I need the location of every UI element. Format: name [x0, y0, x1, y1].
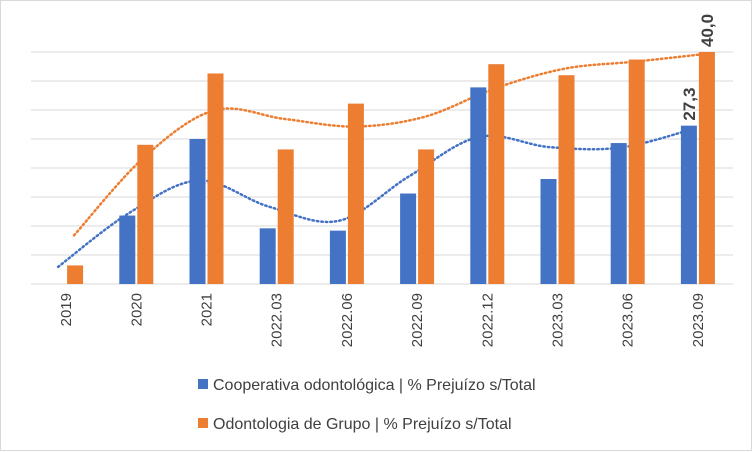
bar-odontologia-grupo-2021: [207, 73, 224, 285]
bar-odontologia-grupo-2023.09: [698, 52, 715, 284]
x-tick-label-2022.03: 2022.03: [269, 293, 286, 347]
x-tick-label-2019: 2019: [58, 293, 75, 326]
x-axis-tick-labels: 2019 2020 2021 2022.03 2022.06 2022.09 2022.12…: [58, 293, 707, 347]
x-tick-label-2022.12: 2022.12: [479, 293, 496, 347]
bar-cooperativa-2023.09: [680, 125, 697, 284]
data-label-odontologia-grupo-2023.09: 40,0: [698, 14, 717, 47]
bar-cooperativa-2022.12: [470, 87, 487, 284]
bar-cooperativa-2022.09: [400, 193, 417, 284]
x-tick-label-2021: 2021: [199, 293, 216, 326]
bar-cooperativa-2022.06: [329, 230, 346, 284]
bar-cooperativa-2023.06: [610, 143, 627, 284]
legend-entry-odontologia-grupo: Odontologia de Grupo | % Prejuízo s/Tota…: [198, 416, 512, 433]
bar-odontologia-grupo-2020: [137, 144, 154, 284]
bar-cooperativa-2021: [189, 139, 206, 284]
bar-odontologia-grupo-2022.09: [418, 149, 435, 284]
bar-odontologia-grupo-2022.06: [347, 103, 364, 285]
legend: Cooperativa odontológica | % Prejuízo s/…: [198, 377, 536, 433]
legend-swatch-cooperativa: [198, 379, 208, 389]
trendline-cooperativa: [56, 128, 692, 269]
bar-odontologia-grupo-2023.03: [558, 75, 575, 284]
bar-cooperativa-2023.03: [540, 179, 557, 284]
bar-odontologia-grupo-2022.03: [277, 149, 294, 284]
bar-odontologia-grupo-2023.06: [628, 59, 645, 284]
x-tick-label-2023.06: 2023.06: [620, 293, 637, 347]
bar-odontologia-grupo-2022.12: [488, 64, 505, 285]
bar-odontologia-grupo-2019: [67, 265, 84, 284]
x-tick-label-2020: 2020: [128, 293, 145, 326]
legend-entry-cooperativa: Cooperativa odontológica | % Prejuízo s/…: [198, 377, 536, 394]
bars: [67, 52, 715, 285]
trendline-odontologia-grupo: [72, 52, 708, 237]
data-label-cooperativa-2023.09: 27,3: [680, 88, 699, 121]
bar-cooperativa-2020: [119, 215, 136, 284]
trendlines: [56, 52, 708, 269]
x-tick-label-2023.03: 2023.03: [550, 293, 567, 347]
legend-label-cooperativa: Cooperativa odontológica | % Prejuízo s/…: [213, 377, 536, 394]
bar-cooperativa-2022.03: [259, 228, 276, 284]
data-labels: 27,3 40,0: [680, 14, 717, 121]
x-tick-label-2023.09: 2023.09: [690, 293, 707, 347]
legend-label-odontologia-grupo: Odontologia de Grupo | % Prejuízo s/Tota…: [213, 416, 512, 433]
x-tick-label-2022.09: 2022.09: [409, 293, 426, 347]
x-tick-label-2022.06: 2022.06: [339, 293, 356, 347]
legend-swatch-odontologia-grupo: [198, 418, 208, 428]
